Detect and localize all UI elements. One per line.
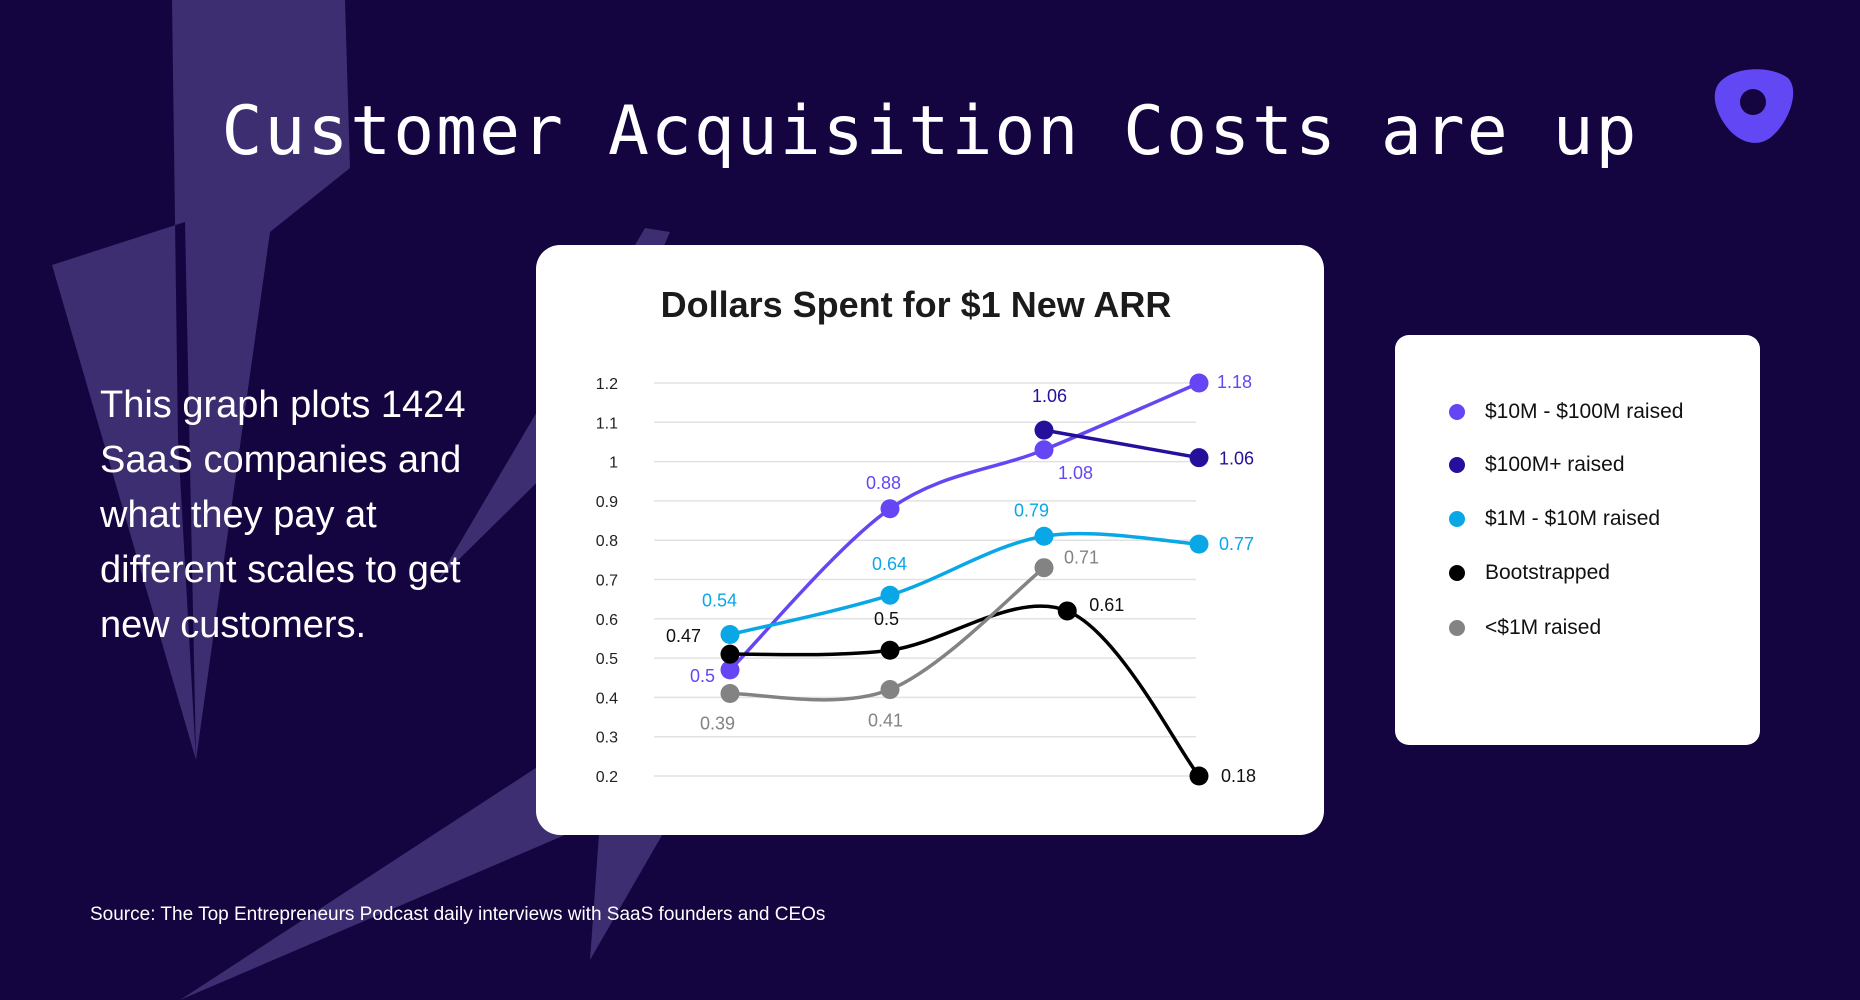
data-label: 0.61 <box>1089 595 1124 615</box>
y-tick-label: 1.1 <box>596 415 618 432</box>
data-label: 1.08 <box>1058 463 1093 483</box>
legend-label: <$1M raised <box>1485 616 1602 639</box>
data-point[interactable] <box>880 585 900 605</box>
chart-title: Dollars Spent for $1 New ARR <box>661 284 1172 325</box>
source-note: Source: The Top Entrepreneurs Podcast da… <box>90 904 826 925</box>
series-line <box>728 381 1200 672</box>
legend-item: <$1M raised <box>1449 616 1601 640</box>
data-point[interactable] <box>1057 601 1077 621</box>
y-tick-label: 1.2 <box>596 376 618 393</box>
page-title: Customer Acquisition Costs are up <box>221 92 1639 171</box>
legend-label: $100M+ raised <box>1485 453 1625 476</box>
y-tick-label: 0.5 <box>596 651 618 668</box>
data-label: 0.18 <box>1221 766 1256 786</box>
data-label: 1.18 <box>1217 372 1252 392</box>
legend-dot-icon <box>1449 565 1465 581</box>
data-point[interactable] <box>720 644 740 664</box>
y-tick-label: 0.6 <box>596 612 618 629</box>
data-point[interactable] <box>720 625 740 645</box>
legend-item: Bootstrapped <box>1449 561 1610 585</box>
data-point[interactable] <box>1034 440 1054 460</box>
data-label: 1.06 <box>1032 386 1067 406</box>
y-tick-label: 0.4 <box>596 690 618 707</box>
data-point[interactable] <box>880 499 900 519</box>
data-point[interactable] <box>1189 766 1209 786</box>
legend-item: $10M - $100M raised <box>1449 400 1683 424</box>
y-tick-label: 0.7 <box>596 573 618 590</box>
outreach-logo-icon <box>1714 69 1794 143</box>
chart-description: This graph plots 1424 SaaS companies and… <box>100 384 466 646</box>
data-point[interactable] <box>1034 526 1054 546</box>
line-chart: Dollars Spent for $1 New ARR 1.2 1.1 1 0.9 0… <box>596 284 1256 786</box>
data-label: 0.39 <box>700 713 735 733</box>
y-tick-label: 1 <box>609 455 618 472</box>
data-label: 0.54 <box>702 591 737 611</box>
y-tick-label: 0.2 <box>596 769 618 786</box>
data-point[interactable] <box>1189 534 1209 554</box>
data-label: 0.88 <box>866 473 901 493</box>
data-label: 0.79 <box>1014 500 1049 520</box>
legend-dot-icon <box>1449 404 1465 420</box>
series-line <box>1043 428 1200 460</box>
data-label: 0.47 <box>666 626 701 646</box>
legend-label: $1M - $10M raised <box>1485 507 1661 530</box>
chart-legend: $10M - $100M raised $100M+ raised $1M - $1… <box>1395 335 1760 745</box>
legend-dot-icon <box>1449 511 1465 527</box>
series-line <box>729 604 1201 778</box>
data-point[interactable] <box>1034 558 1054 578</box>
series-line <box>729 531 1200 637</box>
legend-item: $100M+ raised <box>1449 453 1625 477</box>
data-point[interactable] <box>880 640 900 660</box>
data-label: 1.06 <box>1219 449 1254 469</box>
data-label: 0.41 <box>868 711 903 731</box>
y-tick-label: 0.3 <box>596 730 618 747</box>
data-label: 0.71 <box>1064 548 1099 568</box>
data-point[interactable] <box>1189 373 1209 393</box>
data-label: 0.77 <box>1219 534 1254 554</box>
chart-card: Dollars Spent for $1 New ARR 1.2 1.1 1 0.9 0… <box>536 245 1324 835</box>
data-label: 0.5 <box>690 666 715 686</box>
data-label: 0.5 <box>874 609 899 629</box>
legend-label: $10M - $100M raised <box>1485 400 1684 423</box>
data-point[interactable] <box>720 660 740 680</box>
legend-dot-icon <box>1449 620 1465 636</box>
data-point[interactable] <box>720 683 740 703</box>
legend-item: $1M - $10M raised <box>1449 507 1660 531</box>
y-tick-label: 0.9 <box>596 494 618 511</box>
data-point[interactable] <box>880 680 900 700</box>
data-label: 0.64 <box>872 554 907 574</box>
legend-dot-icon <box>1449 457 1465 473</box>
data-point[interactable] <box>1034 420 1054 440</box>
data-point[interactable] <box>1189 448 1209 468</box>
legend-label: Bootstrapped <box>1485 561 1610 584</box>
y-tick-label: 0.8 <box>596 533 618 550</box>
